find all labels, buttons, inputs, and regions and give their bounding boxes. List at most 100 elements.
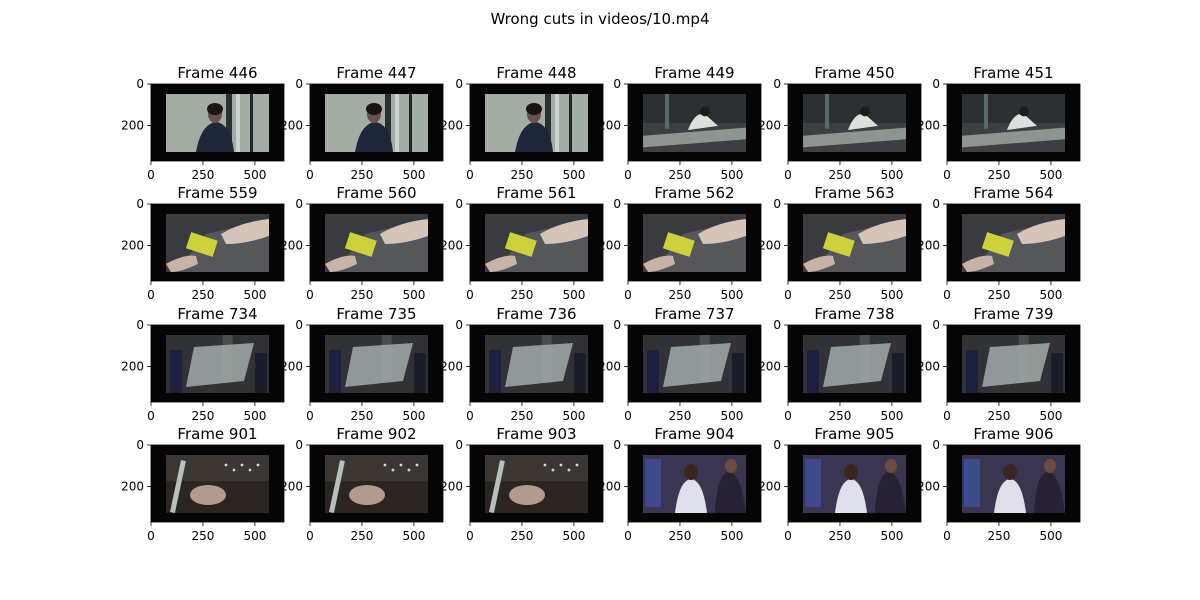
- person-right: [715, 472, 746, 513]
- y-tick-label: 0: [455, 438, 463, 452]
- machine-light: [383, 463, 387, 467]
- x-tick-label: 500: [402, 288, 425, 302]
- x-tick-label: 500: [562, 168, 585, 182]
- y-tick-label: 200: [121, 119, 144, 133]
- x-tick-label: 250: [988, 288, 1011, 302]
- x-tick-label: 500: [243, 529, 266, 543]
- x-tick-label: 500: [562, 529, 585, 543]
- y-tick-label: 0: [613, 197, 621, 211]
- person-left-head: [844, 464, 858, 480]
- frame-panel: Frame 448 0 250 500 0 200: [440, 64, 604, 182]
- x-tick-label: 500: [1039, 409, 1062, 423]
- frame-title: Frame 562: [654, 184, 734, 202]
- frame-title: Frame 736: [496, 305, 576, 323]
- frame-title: Frame 903: [496, 425, 576, 443]
- y-tick-label: 200: [280, 480, 303, 494]
- x-tick-label: 0: [306, 529, 314, 543]
- wall-stripe: [236, 94, 240, 152]
- x-tick-label: 500: [880, 529, 903, 543]
- frame-title: Frame 559: [177, 184, 257, 202]
- figure-title: Wrong cuts in videos/10.mp4: [490, 10, 709, 28]
- y-tick-label: 200: [758, 360, 781, 374]
- x-tick-label: 250: [511, 409, 534, 423]
- x-tick-label: 250: [829, 288, 852, 302]
- x-tick-label: 0: [466, 409, 474, 423]
- x-tick-label: 0: [306, 409, 314, 423]
- x-tick-label: 250: [669, 409, 692, 423]
- y-tick-label: 200: [280, 239, 303, 253]
- axes-frame: [627, 444, 762, 523]
- person-right-head: [725, 459, 737, 473]
- machine-light: [399, 463, 403, 467]
- yellow-card: [822, 232, 855, 257]
- wall-stripe: [250, 94, 253, 152]
- axes-frame: [469, 324, 604, 403]
- wall-stripe: [825, 94, 829, 129]
- person-right: [892, 353, 904, 393]
- x-tick-label: 250: [192, 409, 215, 423]
- wall-stripe: [555, 94, 559, 152]
- y-tick-label: 200: [917, 239, 940, 253]
- y-tick-label: 200: [121, 239, 144, 253]
- person-left-head: [684, 464, 698, 480]
- machine-light: [567, 468, 571, 472]
- x-tick-label: 0: [784, 168, 792, 182]
- yellow-card: [504, 232, 537, 257]
- y-tick-label: 0: [613, 77, 621, 91]
- wall-stripe: [385, 94, 391, 152]
- x-tick-label: 500: [880, 288, 903, 302]
- x-tick-label: 500: [243, 409, 266, 423]
- y-tick-label: 0: [773, 318, 781, 332]
- y-tick-label: 200: [917, 480, 940, 494]
- panel-sheet: [186, 343, 254, 387]
- x-tick-label: 500: [720, 288, 743, 302]
- y-tick-label: 200: [598, 480, 621, 494]
- person-right-head: [885, 459, 897, 473]
- wall-stripe: [665, 94, 669, 129]
- x-tick-label: 500: [402, 409, 425, 423]
- x-tick-label: 0: [147, 529, 155, 543]
- x-tick-label: 500: [1039, 529, 1062, 543]
- person-right-head: [1044, 459, 1056, 473]
- x-tick-label: 500: [243, 288, 266, 302]
- y-tick-label: 200: [121, 480, 144, 494]
- axes-frame: [787, 83, 922, 162]
- axes-frame: [150, 83, 285, 162]
- frame-title: Frame 564: [973, 184, 1053, 202]
- x-tick-label: 250: [511, 168, 534, 182]
- x-tick-label: 0: [466, 288, 474, 302]
- axes-frame: [469, 444, 604, 523]
- axes-frame: [309, 83, 444, 162]
- panel-sheet: [663, 343, 731, 387]
- y-tick-label: 200: [917, 360, 940, 374]
- y-tick-label: 0: [932, 197, 940, 211]
- x-tick-label: 0: [306, 168, 314, 182]
- screen-left: [964, 459, 980, 507]
- x-tick-label: 250: [829, 168, 852, 182]
- frame-title: Frame 902: [336, 425, 416, 443]
- frame-title: Frame 905: [814, 425, 894, 443]
- machine-bar: [329, 460, 345, 513]
- frame-panel: Frame 737 0 250 500 0 200: [598, 305, 762, 423]
- panel-sheet: [345, 343, 413, 387]
- y-tick-label: 200: [917, 119, 940, 133]
- x-tick-label: 250: [511, 288, 534, 302]
- axes-frame: [150, 203, 285, 282]
- y-tick-label: 200: [440, 239, 463, 253]
- person-left: [807, 350, 819, 393]
- panel-sheet: [505, 343, 573, 387]
- hand-top: [221, 219, 269, 244]
- hand-bottom: [803, 255, 835, 272]
- screen-left: [805, 459, 821, 507]
- x-tick-label: 250: [351, 168, 374, 182]
- x-tick-label: 0: [943, 409, 951, 423]
- person-body: [355, 122, 393, 152]
- person-right: [255, 353, 267, 393]
- person-body: [196, 122, 234, 152]
- y-tick-label: 200: [440, 360, 463, 374]
- y-tick-label: 200: [440, 119, 463, 133]
- x-tick-label: 0: [943, 168, 951, 182]
- hand-top: [540, 219, 588, 244]
- x-tick-label: 250: [511, 529, 534, 543]
